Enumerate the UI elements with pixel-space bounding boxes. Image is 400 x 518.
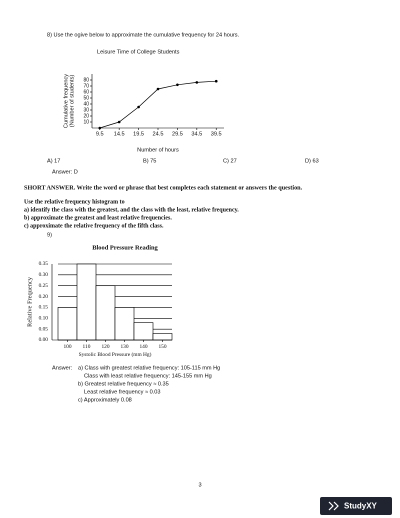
x-axis-label: Systolic Blood Pressure (mm Hg) bbox=[79, 351, 152, 358]
y-tick-label: 60 bbox=[83, 89, 89, 95]
y-tick-label: 0.10 bbox=[39, 316, 49, 322]
x-tick-label: 100 bbox=[63, 344, 71, 350]
watermark-icon bbox=[328, 501, 339, 511]
q8-prompt: 8) Use the ogive below to approximate th… bbox=[47, 32, 240, 38]
x-tick-label: 29.5 bbox=[172, 131, 183, 137]
y-tick-label: 0.25 bbox=[39, 283, 49, 289]
y-tick-label: 80 bbox=[83, 77, 89, 83]
y-tick-label: 0.35 bbox=[39, 261, 49, 267]
q8-answer: Answer: D bbox=[52, 169, 78, 175]
ogive-point bbox=[137, 105, 140, 109]
bar bbox=[57, 307, 78, 341]
x-tick-label: 130 bbox=[120, 344, 128, 350]
x-tick-label: 14.5 bbox=[114, 131, 125, 137]
x-tick-label: 24.5 bbox=[153, 131, 164, 137]
q9-answer-label: Answer: bbox=[52, 365, 73, 371]
answer-line: Least relative frequency ≈ 0.03 bbox=[84, 389, 160, 395]
y-tick-label: 0.05 bbox=[39, 326, 49, 332]
q9-intro: Use the relative frequency histogram to bbox=[24, 199, 125, 205]
chart-title: Leisure Time of College Students bbox=[97, 49, 180, 55]
watermark: StudyXY bbox=[344, 502, 378, 511]
bar bbox=[76, 263, 97, 341]
y-tick-label: 40 bbox=[83, 101, 89, 107]
bar bbox=[152, 333, 173, 341]
q9-number: 9) bbox=[47, 232, 52, 238]
x-axis-label: Number of hours bbox=[137, 147, 179, 153]
y-tick-label: 30 bbox=[83, 107, 89, 113]
x-tick-label: 120 bbox=[101, 344, 109, 350]
option: B) 75 bbox=[143, 158, 156, 164]
x-tick-label: 110 bbox=[83, 344, 91, 350]
y-tick-label: 70 bbox=[83, 83, 89, 89]
ogive-point bbox=[117, 120, 121, 124]
q9-intro: b) approximate the greatest and least re… bbox=[24, 214, 172, 221]
ogive-point bbox=[156, 87, 160, 91]
bar bbox=[114, 307, 135, 341]
ogive-point bbox=[214, 79, 218, 83]
y-tick-label: 0.15 bbox=[39, 305, 49, 311]
x-tick-label: 150 bbox=[158, 344, 166, 350]
y-axis-label: (Number of students) bbox=[69, 75, 75, 128]
x-tick-label: 39.5 bbox=[211, 131, 222, 137]
answer-line: b) Greatest relative frequency ≈ 0.35 bbox=[78, 381, 169, 387]
watermark-badge bbox=[320, 497, 392, 515]
answer-line: a) Class with greatest relative frequenc… bbox=[78, 365, 220, 371]
x-tick-label: 140 bbox=[139, 344, 147, 350]
bar bbox=[95, 285, 116, 341]
y-tick-label: 20 bbox=[83, 113, 89, 119]
y-tick-label: 10 bbox=[83, 119, 89, 125]
x-tick-label: 19.5 bbox=[133, 131, 144, 137]
ogive-point bbox=[195, 81, 199, 84]
ogive-point bbox=[176, 83, 179, 87]
x-tick-label: 34.5 bbox=[191, 131, 202, 137]
q9-intro: a) identify the class with the greatest,… bbox=[24, 206, 239, 213]
x-tick-label: 9.5 bbox=[96, 131, 104, 137]
ogive-point bbox=[98, 126, 102, 130]
q9-intro: c) approximate the relative frequency of… bbox=[24, 222, 164, 229]
answer-line: Class with least relative frequency: 145… bbox=[84, 373, 212, 379]
y-axis-label: Cumulative frequency bbox=[63, 74, 69, 128]
option: A) 17 bbox=[47, 158, 60, 164]
y-tick-label: 50 bbox=[83, 95, 89, 101]
option: C) 27 bbox=[223, 158, 237, 164]
answer-line: c) Approximately 0.08 bbox=[78, 397, 132, 403]
section-heading: SHORT ANSWER. Write the word or phrase t… bbox=[24, 184, 303, 191]
page-number: 3 bbox=[198, 482, 201, 488]
bar bbox=[133, 322, 154, 341]
y-tick-label: 0.20 bbox=[39, 294, 49, 300]
chart-title: Blood Pressure Reading bbox=[92, 244, 158, 251]
option: D) 63 bbox=[305, 158, 319, 164]
y-axis-label: Relative Frequency bbox=[26, 276, 33, 327]
y-tick-label: 0.30 bbox=[39, 272, 49, 278]
y-tick-label: 0.00 bbox=[39, 337, 49, 343]
